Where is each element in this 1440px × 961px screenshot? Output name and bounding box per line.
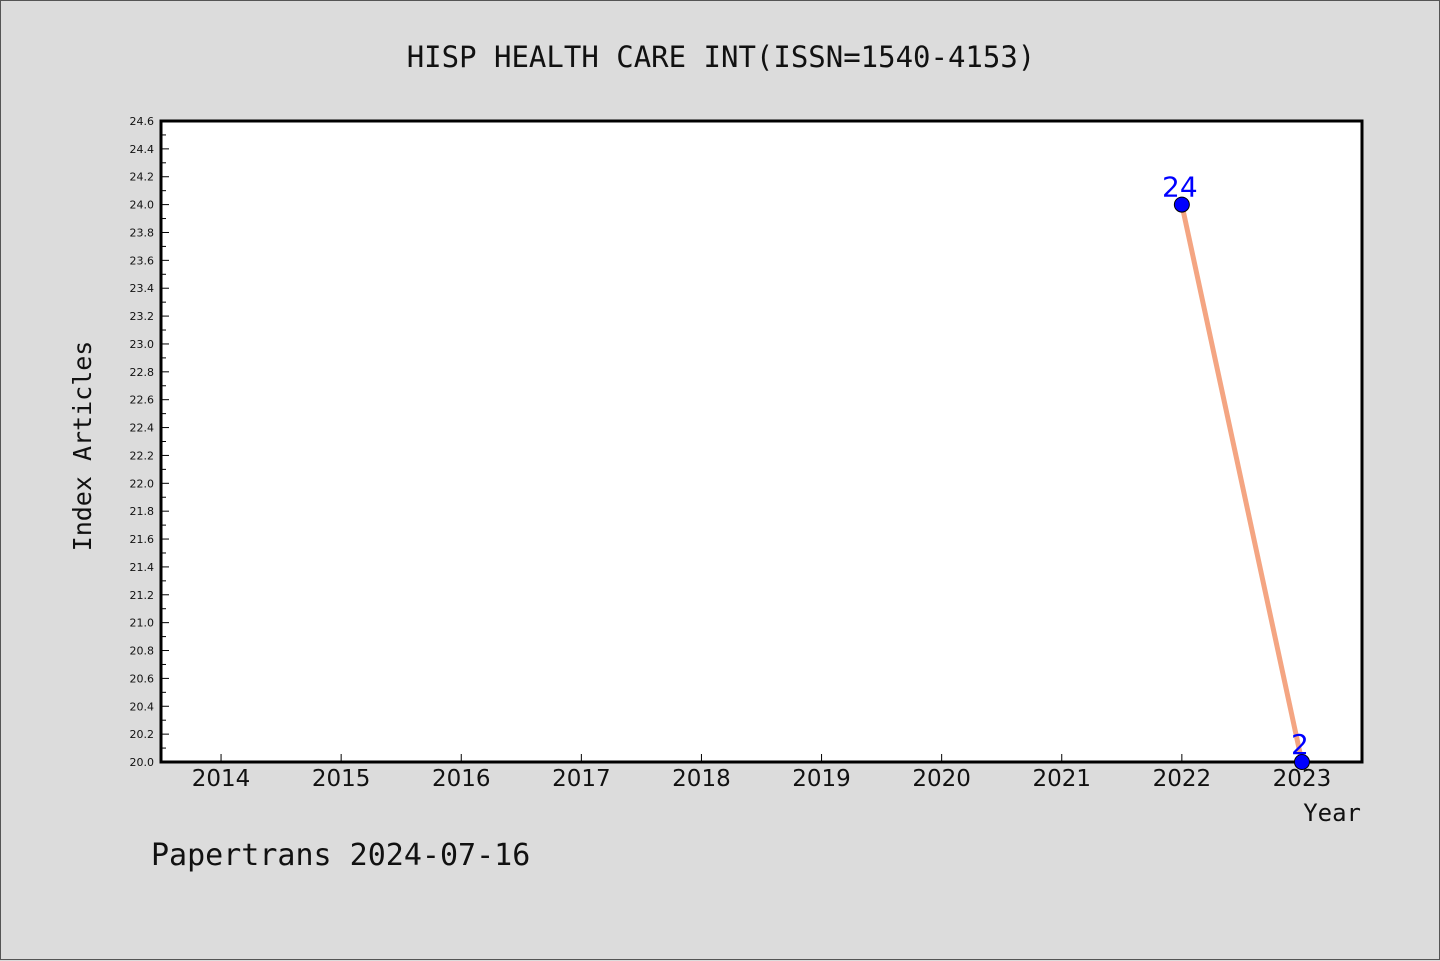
y-tick-label: 21.0 — [130, 617, 155, 630]
y-tick-label: 20.8 — [130, 645, 155, 658]
plot-area — [159, 119, 1364, 764]
series-layer: 24 2 — [1162, 171, 1310, 770]
x-tick-label: 2016 — [432, 766, 491, 792]
x-tick-label: 2018 — [672, 766, 731, 792]
y-tick-label: 22.0 — [130, 477, 155, 490]
y-tick-label: 23.6 — [130, 254, 155, 267]
data-label: 2 — [1291, 728, 1309, 761]
y-tick-label: 21.8 — [130, 505, 155, 518]
x-tick-label: 2020 — [912, 766, 971, 792]
x-tick-label: 2021 — [1032, 766, 1091, 792]
x-axis-label: Year — [1303, 799, 1361, 827]
x-tick-label: 2014 — [192, 766, 251, 792]
x-axis: 2014 2015 2016 2017 2018 2019 2020 2021 2022 2023 — [192, 754, 1331, 792]
chart-title: HISP HEALTH CARE INT(ISSN=1540-4153) — [407, 40, 1036, 74]
y-tick-label: 22.2 — [130, 449, 155, 462]
x-tick-label: 2022 — [1153, 766, 1212, 792]
y-tick-label: 21.6 — [130, 533, 155, 546]
x-tick-label: 2017 — [552, 766, 611, 792]
y-tick-label: 23.4 — [130, 282, 155, 295]
x-tick-label: 2019 — [792, 766, 851, 792]
y-tick-label: 22.8 — [130, 366, 155, 379]
y-axis-label: Index Articles — [68, 341, 97, 552]
y-tick-label: 22.4 — [130, 422, 155, 435]
x-tick-label: 2015 — [312, 766, 371, 792]
y-tick-label: 20.4 — [130, 700, 155, 713]
data-point — [1173, 196, 1190, 213]
y-tick-label: 23.0 — [130, 338, 155, 351]
y-tick-label: 24.0 — [130, 199, 155, 212]
y-tick-label: 24.4 — [130, 143, 155, 156]
y-tick-label: 20.0 — [130, 756, 155, 769]
data-point — [1293, 754, 1310, 770]
y-tick-label: 21.2 — [130, 589, 155, 602]
y-tick-label: 22.6 — [130, 394, 155, 407]
y-tick-label: 23.8 — [130, 226, 155, 239]
x-tick-label: 2023 — [1273, 766, 1332, 792]
y-tick-label: 23.2 — [130, 310, 155, 323]
footer-credit: Papertrans 2024-07-16 — [151, 838, 530, 873]
y-tick-label: 20.2 — [130, 728, 155, 741]
series-line — [1179, 204, 1305, 763]
y-axis: 20.0 20.2 20.4 20.6 20.8 21.0 21.2 21.4 21.6 21.8… — [130, 115, 169, 769]
y-tick-label: 24.6 — [130, 115, 155, 128]
y-tick-label: 20.6 — [130, 672, 155, 685]
data-label: 24 — [1162, 171, 1198, 204]
y-tick-label: 21.4 — [130, 561, 155, 574]
y-tick-label: 24.2 — [130, 171, 155, 184]
